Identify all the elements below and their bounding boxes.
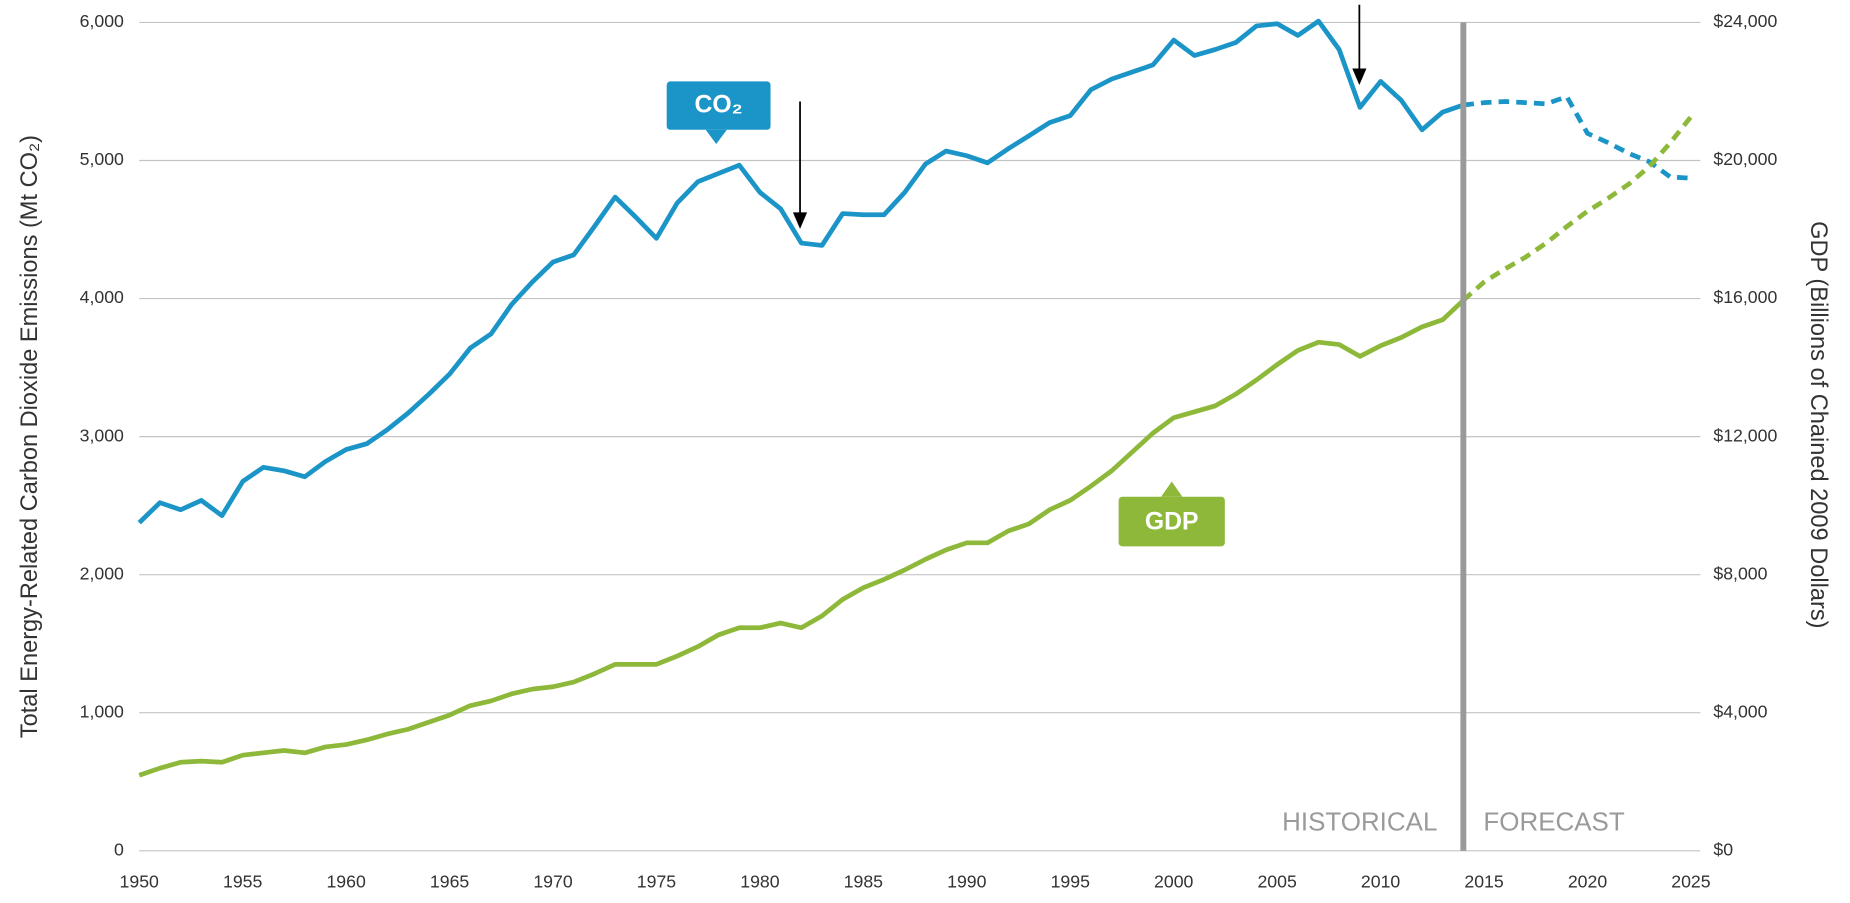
x-tick-label: 1995	[1051, 871, 1091, 891]
y2-tick-label: $0	[1713, 839, 1733, 859]
phase-label: HISTORICAL	[1282, 806, 1437, 836]
gdp-callout: GDP	[1118, 481, 1225, 547]
y-tick-label: 5,000	[80, 149, 124, 169]
x-tick-label: 1970	[533, 871, 573, 891]
y-tick-label: 6,000	[80, 11, 124, 31]
series-line	[137, 18, 1465, 525]
x-tick-label: 2000	[1154, 871, 1194, 891]
y-tick-label: 0	[114, 839, 124, 859]
callout-label: CO₂	[695, 92, 743, 119]
series-line	[1463, 94, 1692, 181]
callout-box	[666, 81, 771, 130]
arrow-head	[792, 212, 808, 229]
x-tick-label: 2015	[1464, 871, 1504, 891]
series-line	[1461, 115, 1693, 303]
x-tick-label: 2005	[1257, 871, 1297, 891]
x-tick-label: 1990	[947, 871, 987, 891]
x-tick-label: 2020	[1568, 871, 1608, 891]
y-tick-label: 2,000	[80, 563, 124, 583]
callout-label: GDP	[1145, 508, 1199, 535]
series-line	[138, 298, 1465, 778]
lines	[137, 18, 1693, 778]
y-tick-label: 1,000	[80, 701, 124, 721]
callout-pointer	[1161, 481, 1183, 497]
x-tick-label: 1955	[223, 871, 263, 891]
y2-tick-label: $4,000	[1713, 701, 1767, 721]
y2-axis-title: GDP (Billions of Chained 2009 Dollars)	[1805, 221, 1831, 628]
phase-label: FORECAST	[1483, 806, 1624, 836]
callout-pointer	[705, 129, 727, 144]
y2-tick-label: $8,000	[1713, 563, 1767, 583]
x-tick-label: 2025	[1671, 871, 1711, 891]
y2-tick-label: $24,000	[1713, 11, 1777, 31]
plot: Total Energy-Related Carbon Dioxide Emis…	[17, 4, 1831, 891]
grid	[139, 21, 1701, 852]
y-tick-label: 3,000	[80, 425, 124, 445]
arrow	[792, 101, 808, 229]
x-tick-label: 1965	[430, 871, 470, 891]
co2-callout: CO₂	[666, 81, 771, 144]
arrow-head	[1352, 68, 1367, 85]
y-tick-label: 4,000	[80, 287, 124, 307]
y2-tick-label: $16,000	[1713, 287, 1777, 307]
arrow	[1352, 4, 1367, 85]
y2-tick-label: $20,000	[1713, 149, 1777, 169]
x-tick-label: 1960	[326, 871, 366, 891]
x-tick-label: 2010	[1361, 871, 1401, 891]
x-tick-label: 1975	[637, 871, 677, 891]
y-axis-title: Total Energy-Related Carbon Dioxide Emis…	[17, 135, 43, 738]
y2-tick-label: $12,000	[1713, 425, 1777, 445]
x-tick-label: 1985	[844, 871, 884, 891]
callout-box	[1118, 496, 1225, 547]
x-tick-label: 1980	[740, 871, 780, 891]
x-tick-label: 1950	[120, 871, 160, 891]
